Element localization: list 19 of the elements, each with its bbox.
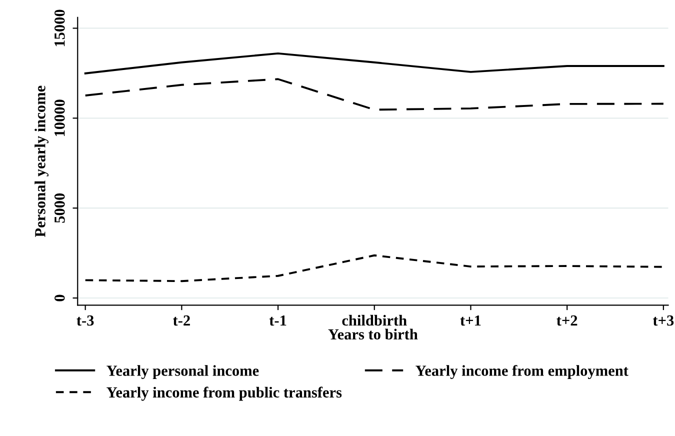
x-tick-label: t-1 — [269, 315, 286, 326]
x-tick-label: t-3 — [76, 315, 94, 326]
x-tick-label: childbirth — [342, 314, 407, 326]
y-tick-label: 0 — [54, 294, 65, 302]
y-tick-label: 10000 — [54, 100, 65, 136]
x-tick-label: t+2 — [556, 315, 578, 326]
y-axis-title: Personal yearly income — [34, 86, 48, 238]
line-series — [84, 52, 664, 74]
line-series — [84, 254, 664, 282]
line-series — [84, 78, 664, 111]
y-tick-label: 15000 — [54, 10, 65, 46]
legend-label: Yearly income from public transfers — [106, 386, 342, 401]
y-tick-label: 5000 — [54, 193, 65, 223]
x-tick-label: t+1 — [460, 315, 481, 326]
x-tick-label: t+3 — [652, 315, 674, 326]
x-axis-title: Years to birth — [328, 328, 418, 340]
legend-label: Yearly income from employment — [416, 364, 628, 380]
x-tick-label: t-2 — [173, 315, 190, 326]
legend-label: Yearly personal income — [106, 365, 259, 380]
